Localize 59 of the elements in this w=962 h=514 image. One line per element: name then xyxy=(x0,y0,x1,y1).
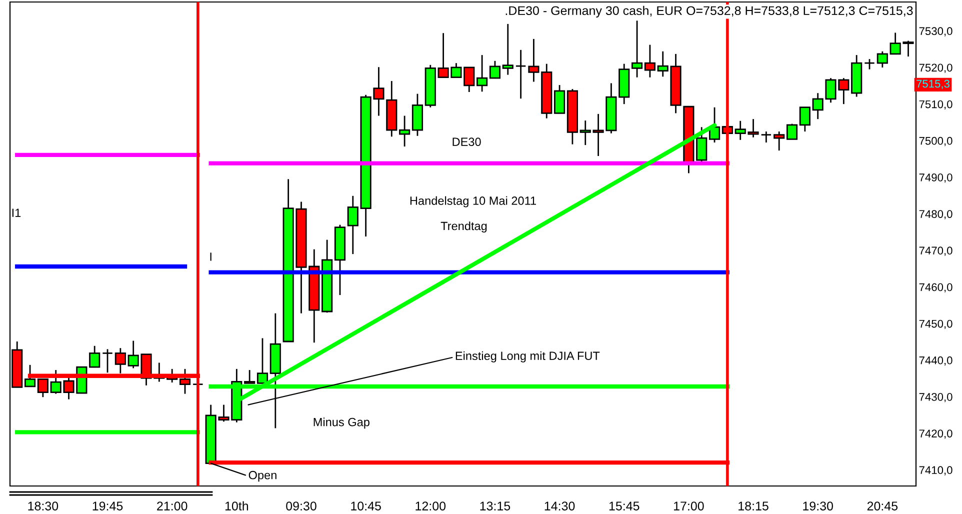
annotation: Minus Gap xyxy=(314,418,370,429)
y-tick-label: 7460,0 xyxy=(919,283,952,292)
annotation: I xyxy=(210,252,212,261)
x-tick-label: 19:30 xyxy=(803,502,833,510)
x-tick-label: 19:45 xyxy=(92,502,123,510)
candlestick xyxy=(760,130,772,144)
candlestick xyxy=(864,58,876,70)
x-tick-label: 14:30 xyxy=(544,502,575,510)
x-tick-label: 17:00 xyxy=(674,502,704,510)
text: 7515,3 xyxy=(916,80,950,89)
candlestick xyxy=(244,369,256,384)
candlestick xyxy=(502,23,514,76)
candlestick xyxy=(24,364,36,388)
y-tick-label: 7490,0 xyxy=(919,174,952,183)
x-tick-label: 12:00 xyxy=(416,502,446,510)
x-tick-label: 18:15 xyxy=(738,502,768,510)
candlestick xyxy=(631,20,643,78)
y-tick-label: 7430,0 xyxy=(919,393,952,402)
candlestick xyxy=(489,60,501,79)
y-tick-label: 7520,0 xyxy=(919,64,952,73)
candlestick xyxy=(515,49,526,100)
annotation: Einstieg Long mit DJIA FUT xyxy=(456,351,600,362)
candlestick xyxy=(876,50,888,68)
x-tick-label: 20:45 xyxy=(867,502,898,510)
y-tick-label: 7420,0 xyxy=(919,430,952,439)
y-tick-label: 7530,0 xyxy=(919,27,952,36)
y-tick-label: 7440,0 xyxy=(919,356,952,366)
y-tick-label: 7450,0 xyxy=(919,320,952,330)
candlestick xyxy=(102,348,114,374)
x-tick-label: 15:45 xyxy=(609,502,640,510)
candlestick xyxy=(528,38,540,82)
x-tick-label: 10:45 xyxy=(351,502,381,510)
y-tick-label: 7500,0 xyxy=(919,136,952,146)
x-tick-label: 21:00 xyxy=(157,502,188,510)
candlestick xyxy=(554,84,566,114)
candlestick xyxy=(89,345,100,368)
x-tick-label: 09:30 xyxy=(286,502,316,510)
candlestick xyxy=(37,378,48,398)
y-tick-label: 7410,0 xyxy=(919,466,952,476)
x-tick-label: 10th xyxy=(225,501,248,510)
candlestick xyxy=(347,195,358,255)
annotation: DE30 xyxy=(452,138,481,146)
candlestick xyxy=(774,130,785,152)
y-tick-label: 7510,0 xyxy=(919,100,952,110)
chart-title: .DE30 - Germany 30 cash, EUR O=7532,8 H=7533,8 L=7512,3 C=7515,3 xyxy=(506,6,913,18)
candlestick xyxy=(399,115,410,148)
candlestick xyxy=(644,44,656,78)
annotation: I1 xyxy=(12,208,21,217)
candlestick xyxy=(476,54,488,92)
candlestick xyxy=(799,106,810,132)
x-tick-label: 13:15 xyxy=(480,502,510,510)
x-tick-label: 18:30 xyxy=(28,502,58,510)
annotation: Trendtag xyxy=(440,221,487,232)
annotation: Handelstag 10 Mai 2011 xyxy=(410,196,536,208)
y-tick-label: 7480,0 xyxy=(919,210,952,220)
annotation: Open xyxy=(248,470,276,482)
candlestick xyxy=(696,126,708,164)
candlestick xyxy=(786,123,798,140)
y-tick-label: 7470,0 xyxy=(919,246,952,256)
